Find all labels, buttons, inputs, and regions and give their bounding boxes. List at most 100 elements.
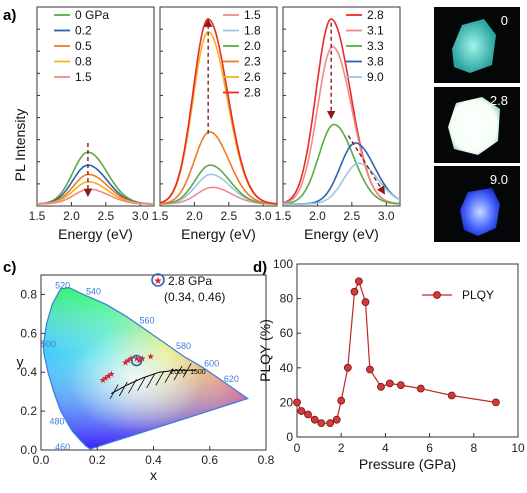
crystal-glow [452, 19, 496, 73]
photo-pressure-label: 9.0 [490, 172, 508, 187]
plqy-point [326, 419, 335, 428]
wavelength-label: 460 [55, 442, 70, 452]
y-tick-label: 60 [280, 326, 294, 340]
y-tick-label: 80 [280, 292, 294, 306]
sample-photo: 2.8 [434, 87, 520, 163]
legend-label: PLQY [462, 288, 494, 302]
plqy-point [337, 396, 346, 405]
x-tick-label: 0.6 [201, 453, 218, 467]
spectrum-line [37, 151, 155, 205]
legend-label: 0.5 [75, 39, 92, 53]
x-tick-label: 0.4 [145, 453, 162, 467]
legend-label: 2.8 [244, 86, 261, 100]
panel-label-a: a) [3, 7, 16, 24]
wavelength-label: 560 [139, 316, 154, 326]
plqy-point [366, 365, 374, 374]
star-icon: ★ [154, 276, 163, 287]
chromaticity-point: ★ [135, 357, 143, 367]
wavelength-label: 500 [41, 339, 56, 349]
plqy-point [332, 415, 341, 424]
x-tick-label: 0.8 [258, 453, 275, 467]
chromaticity-point: ★ [104, 372, 112, 382]
y-tick-label: 0.8 [20, 287, 37, 301]
isotemperature-line [128, 379, 137, 394]
plqy-point [293, 398, 301, 407]
y-tick-label: 0.4 [20, 365, 37, 379]
chromaticity-point: ★ [121, 359, 129, 369]
x-tick-label: 1.5 [275, 209, 292, 223]
legend-label: 1.5 [75, 70, 92, 84]
x-tick-label: 2.0 [309, 209, 326, 223]
y-tick-label: 0.6 [20, 326, 37, 340]
plqy-point [416, 384, 425, 393]
legend-label: 1.5 [244, 8, 261, 22]
x-axis-label: Energy (eV) [304, 226, 379, 242]
sample-photo: 0 [434, 7, 520, 83]
cct-label: 1500 [190, 369, 206, 376]
y-tick-label: 0.0 [20, 443, 37, 457]
sample-photo: 9.0 [434, 166, 520, 242]
spectrum-line [160, 164, 277, 205]
plqy-line [296, 279, 496, 424]
x-tick-label: 1.5 [152, 209, 169, 223]
photo-pressure-label: 2.8 [490, 93, 508, 108]
wavelength-label: 480 [49, 417, 64, 427]
plqy-point [343, 363, 352, 372]
isotemperature-line [137, 376, 146, 391]
x-tick-label: 2.0 [63, 209, 80, 223]
plqy-point [297, 407, 306, 415]
wavelength-label: 600 [204, 358, 219, 368]
x-tick-label: 0.0 [33, 453, 50, 467]
plot-frame [36, 6, 155, 207]
spectrum-line [159, 18, 278, 205]
legend-label: 2.8 GPa [168, 274, 212, 288]
x-tick-label: 8 [470, 441, 477, 455]
x-tick-label: 4 [382, 441, 389, 455]
plot-frame [159, 6, 278, 207]
spectral-locus [42, 286, 250, 450]
legend-label: 9.0 [367, 70, 384, 84]
legend-label: 0.2 [75, 24, 92, 38]
plqy-point [350, 287, 359, 296]
wavelength-label: 580 [176, 341, 191, 351]
legend-label: 3.8 [367, 55, 384, 69]
legend-label: 1.8 [244, 24, 261, 38]
isotemperature-line [182, 363, 192, 378]
spectrum-line [283, 142, 401, 205]
spectrum-line [283, 162, 401, 205]
plqy-point [377, 382, 385, 391]
x-axis-label: Energy (eV) [181, 226, 256, 242]
x-axis-label: x [150, 467, 157, 483]
photo-panel: 0 2.8 9.0 [434, 7, 520, 242]
legend-label: 3.3 [367, 39, 384, 53]
y-tick-label: 100 [273, 257, 293, 271]
crystal-glow [460, 188, 500, 236]
spectrum-line [36, 164, 154, 205]
x-tick-label: 0 [294, 441, 301, 455]
legend-label: 3.1 [367, 24, 384, 38]
plqy-point [396, 381, 405, 390]
legend-marker [433, 291, 441, 299]
chromaticity-point: ★ [133, 355, 141, 365]
x-axis-label: Energy (eV) [58, 226, 133, 242]
isotemperature-line [155, 371, 165, 386]
plqy-point [304, 410, 312, 419]
legend-label: 2.3 [244, 55, 261, 69]
isotemperature-line [109, 384, 119, 399]
chromaticity-point: ★ [124, 357, 132, 367]
wavelength-label: 520 [55, 281, 70, 291]
panel-label-c: c) [3, 259, 16, 276]
highlight-point [130, 354, 143, 367]
wavelength-label: 620 [224, 374, 239, 384]
legend-label: 0 GPa [75, 8, 109, 22]
trend-arrow [347, 135, 386, 195]
chromaticity-point: ★ [147, 353, 155, 363]
x-tick-label: 2.0 [186, 209, 203, 223]
x-tick-label: 2.5 [97, 209, 114, 223]
x-tick-label: 6 [426, 441, 433, 455]
isotemperature-line [146, 373, 156, 389]
x-tick-label: 2 [338, 441, 345, 455]
